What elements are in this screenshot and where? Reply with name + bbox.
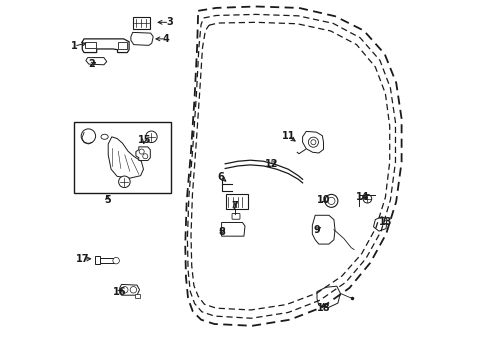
Ellipse shape [101,134,108,139]
Polygon shape [317,286,341,308]
Polygon shape [120,284,140,295]
Polygon shape [108,137,144,178]
Circle shape [363,194,372,203]
Polygon shape [373,217,387,231]
Polygon shape [131,32,153,45]
Text: 1: 1 [71,41,77,51]
Circle shape [122,287,128,293]
Bar [95,256,100,264]
Text: 3: 3 [166,17,173,27]
Circle shape [139,149,144,154]
Circle shape [143,154,148,159]
Text: 2: 2 [89,59,96,69]
Circle shape [311,140,316,145]
Circle shape [325,194,338,207]
Text: 16: 16 [113,287,126,297]
FancyBboxPatch shape [232,213,240,219]
Text: 13: 13 [379,217,392,228]
Polygon shape [221,222,245,236]
Text: 5: 5 [104,195,111,205]
Bar [135,294,140,298]
Circle shape [130,287,137,293]
Text: 17: 17 [75,254,89,264]
Circle shape [81,129,96,143]
Circle shape [328,197,335,204]
Text: 7: 7 [232,201,238,211]
Text: 4: 4 [162,34,169,44]
Polygon shape [85,42,96,48]
Polygon shape [82,39,129,53]
Circle shape [119,176,130,188]
Text: 14: 14 [356,192,370,202]
Polygon shape [312,215,335,244]
Text: 6: 6 [218,172,224,182]
Polygon shape [303,131,323,153]
Text: 8: 8 [218,227,225,237]
Polygon shape [118,42,127,49]
Bar [74,122,171,193]
Text: 18: 18 [317,303,330,313]
Polygon shape [136,147,150,161]
Polygon shape [86,58,107,65]
Bar [133,17,149,29]
Text: 10: 10 [317,195,330,205]
Bar [100,258,114,263]
Bar [226,194,248,209]
Circle shape [113,257,120,264]
Text: 15: 15 [138,135,151,145]
Text: 9: 9 [314,225,320,235]
Circle shape [146,131,157,143]
Text: 12: 12 [265,159,279,169]
Circle shape [308,137,318,147]
Text: 11: 11 [281,131,295,141]
